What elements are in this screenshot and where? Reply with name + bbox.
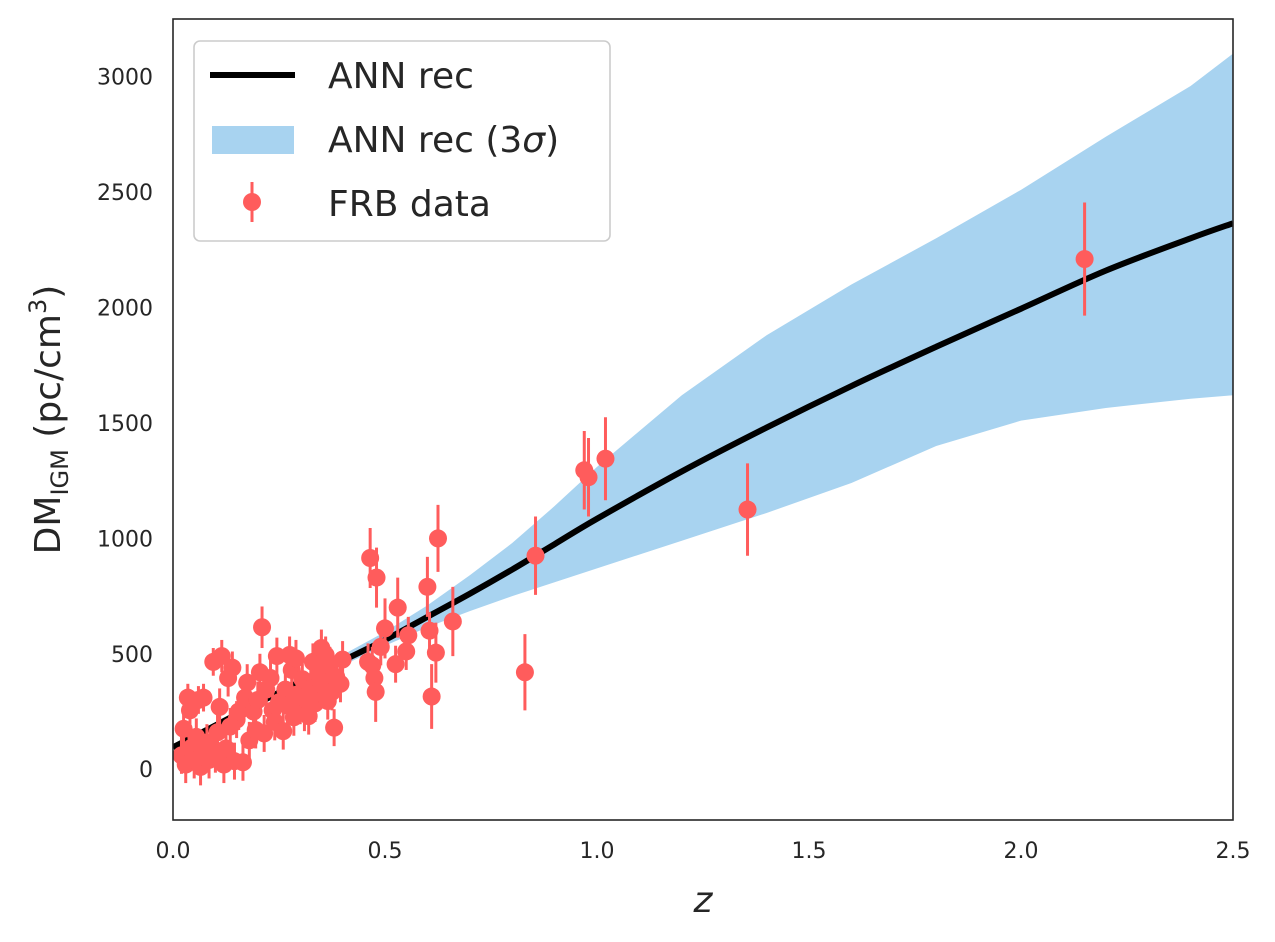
frb-data-point <box>286 639 305 677</box>
frb-data-point <box>1075 202 1094 316</box>
frb-data-point <box>596 417 615 501</box>
frb-data-point <box>429 504 447 572</box>
frb-marker <box>426 643 445 662</box>
frb-marker <box>418 577 437 596</box>
frb-marker <box>261 669 280 688</box>
frb-marker <box>331 674 350 693</box>
frb-marker <box>515 663 534 682</box>
frb-data-point <box>223 651 242 684</box>
axes: 0.0 0.5 1.0 1.5 2.0 2.5 0 500 1000 1500 2000 2500 30… <box>24 18 1251 921</box>
frb-data-point <box>399 616 418 654</box>
x-tick-label: 1.0 <box>580 839 615 864</box>
frb-data-point <box>422 664 441 729</box>
y-tick-label: 3000 <box>97 66 153 91</box>
frb-data-point <box>426 622 445 683</box>
frb-data-point <box>366 661 385 722</box>
frb-data-point <box>515 634 534 711</box>
frb-data-point <box>418 556 437 617</box>
x-tick-label: 2.5 <box>1216 839 1251 864</box>
frb-data-point <box>331 665 350 703</box>
frb-marker <box>1075 250 1094 269</box>
frb-data-point <box>386 645 405 683</box>
frb-data-point <box>526 516 545 595</box>
frb-marker <box>526 546 545 565</box>
frb-data-point <box>388 577 407 638</box>
y-tick-label: 0 <box>139 758 153 783</box>
legend-label-frb-data: FRB data <box>328 184 491 225</box>
y-axis-title: DMIGM (pc/cm3) <box>24 285 74 555</box>
frb-marker <box>420 621 439 640</box>
frb-marker <box>366 682 385 701</box>
frb-marker <box>443 612 462 631</box>
frb-data-point <box>325 709 344 747</box>
frb-data-point <box>367 547 386 608</box>
y-tick-label: 2500 <box>97 181 153 206</box>
frb-marker <box>212 647 231 666</box>
frb-data-point <box>579 437 598 517</box>
frb-data-point <box>738 463 757 556</box>
ann-rec-3sigma-band <box>173 53 1233 750</box>
frb-data-point <box>420 612 439 650</box>
frb-marker <box>194 688 213 707</box>
y-tick-label: 500 <box>111 643 153 668</box>
frb-marker <box>422 687 441 706</box>
x-axis-title: z <box>693 880 714 921</box>
frb-marker <box>274 722 293 741</box>
x-tick-label: 1.5 <box>792 839 827 864</box>
legend-label-ann-rec-3sigma: ANN rec (3σ) <box>328 120 559 161</box>
y-tick-label: 1500 <box>97 412 153 437</box>
x-tick-label: 0.0 <box>156 839 191 864</box>
frb-marker <box>255 724 274 743</box>
frb-marker <box>376 619 394 638</box>
frb-marker <box>210 697 229 716</box>
legend-label-ann-rec: ANN rec <box>328 56 474 97</box>
plot-area <box>173 53 1233 786</box>
frb-data-point <box>212 639 231 673</box>
frb-data-point <box>376 598 394 659</box>
frb-marker <box>229 702 248 721</box>
frb-marker <box>325 718 344 737</box>
frb-marker <box>223 658 242 677</box>
frb-data-point <box>210 688 229 726</box>
frb-marker <box>286 649 305 668</box>
frb-data-point <box>261 659 280 697</box>
frb-marker <box>361 549 380 568</box>
frb-marker <box>388 598 407 617</box>
frb-data-point <box>238 664 257 702</box>
frb-marker <box>371 637 390 656</box>
frb-marker <box>333 650 352 669</box>
frb-data-point <box>274 712 293 750</box>
frb-marker <box>233 753 252 772</box>
legend-marker-swatch <box>243 193 261 211</box>
x-tick-label: 0.5 <box>368 839 403 864</box>
frb-marker <box>397 642 416 661</box>
y-tick-label: 1000 <box>97 527 153 552</box>
frb-marker <box>579 468 598 487</box>
frb-data-point <box>233 743 252 781</box>
frb-data-point <box>253 606 272 649</box>
frb-marker <box>253 618 272 637</box>
frb-marker <box>399 626 418 645</box>
plot-frame <box>172 18 1234 821</box>
frb-marker <box>429 529 447 548</box>
frb-marker <box>738 500 757 519</box>
frb-marker <box>386 655 405 674</box>
legend-box <box>193 40 611 242</box>
frb-marker <box>238 673 257 692</box>
frb-data-point <box>443 586 462 657</box>
frb-data-point <box>333 641 352 679</box>
legend: ANN rec ANN rec (3σ) FRB data <box>193 40 611 242</box>
legend-band-swatch <box>212 126 294 154</box>
frb-marker <box>596 449 615 468</box>
y-tick-label: 2000 <box>97 297 153 322</box>
frb-data-point <box>194 683 213 712</box>
x-tick-label: 2.0 <box>1004 839 1039 864</box>
frb-marker <box>367 568 386 587</box>
frb-data-point <box>255 714 274 752</box>
